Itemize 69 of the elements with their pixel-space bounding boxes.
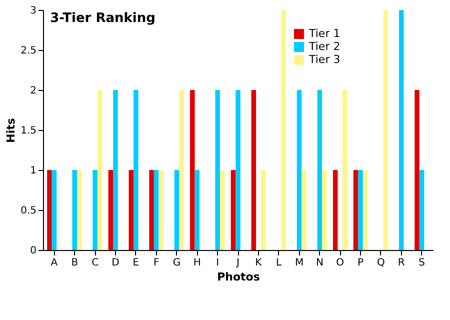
- bar: [113, 90, 118, 250]
- x-tick-label: I: [216, 258, 220, 268]
- y-tick-label: 3: [30, 6, 36, 16]
- bar: [419, 170, 424, 250]
- y-tick-label: 2.5: [20, 46, 36, 56]
- bar: [398, 10, 404, 250]
- bar: [77, 170, 82, 250]
- bar: [194, 170, 200, 250]
- bar: [128, 170, 134, 250]
- x-tick-label: S: [418, 258, 425, 268]
- x-tick-label: P: [357, 258, 364, 268]
- x-axis-title: Photos: [217, 270, 260, 284]
- bar: [72, 170, 78, 250]
- x-tick-label: C: [92, 258, 99, 268]
- bar: [353, 170, 358, 250]
- legend-label: Tier 2: [308, 40, 340, 53]
- legend-label: Tier 1: [308, 27, 340, 40]
- y-tick-label: 0: [30, 246, 36, 256]
- legend-label: Tier 3: [308, 53, 340, 66]
- bar: [179, 90, 184, 250]
- bar: [158, 170, 164, 250]
- bar: [92, 170, 98, 250]
- x-tick-label: H: [193, 258, 201, 268]
- bar: [322, 170, 327, 250]
- bar: [317, 90, 322, 250]
- x-tick-label: F: [153, 258, 160, 268]
- bar: [358, 170, 363, 250]
- bar: [414, 90, 420, 250]
- chart-title: 3-Tier Ranking: [50, 11, 156, 26]
- bar: [52, 170, 57, 250]
- bar: [154, 170, 159, 250]
- y-axis-title: Hits: [4, 118, 18, 143]
- bar: [230, 170, 236, 250]
- x-tick-label: D: [112, 258, 120, 268]
- y-tick-label: 1: [30, 166, 36, 176]
- bar: [97, 90, 102, 250]
- bar: [296, 90, 302, 250]
- y-tick-label: 2: [30, 86, 36, 96]
- y-tick-label: 0.5: [20, 206, 36, 216]
- x-tick-label: J: [236, 258, 240, 268]
- x-tick-label: A: [50, 258, 58, 268]
- bar: [236, 90, 240, 250]
- x-tick-label: R: [398, 258, 405, 268]
- bar: [149, 170, 154, 250]
- bar: [134, 90, 138, 250]
- bar: [215, 90, 220, 250]
- bar: [281, 10, 286, 250]
- bar: [342, 90, 348, 250]
- bar: [47, 170, 52, 250]
- y-tick-label: 1.5: [20, 126, 36, 136]
- bar: [108, 170, 114, 250]
- bar: [362, 170, 368, 250]
- x-tick-label: Q: [376, 258, 385, 268]
- x-tick-label: M: [294, 258, 304, 268]
- bar: [260, 170, 266, 250]
- bar: [332, 170, 338, 250]
- x-tick-label: G: [172, 258, 181, 268]
- x-tick-label: N: [316, 258, 324, 268]
- x-tick-label: B: [71, 258, 78, 268]
- bar: [174, 170, 180, 250]
- x-tick-label: E: [132, 258, 140, 268]
- bar: [383, 10, 388, 250]
- bar: [220, 170, 225, 250]
- x-tick-label: L: [276, 258, 282, 268]
- bar: [251, 90, 256, 250]
- bar: [190, 90, 195, 250]
- bar: [302, 170, 306, 250]
- x-tick-label: O: [336, 258, 344, 268]
- x-tick-label: K: [255, 258, 262, 268]
